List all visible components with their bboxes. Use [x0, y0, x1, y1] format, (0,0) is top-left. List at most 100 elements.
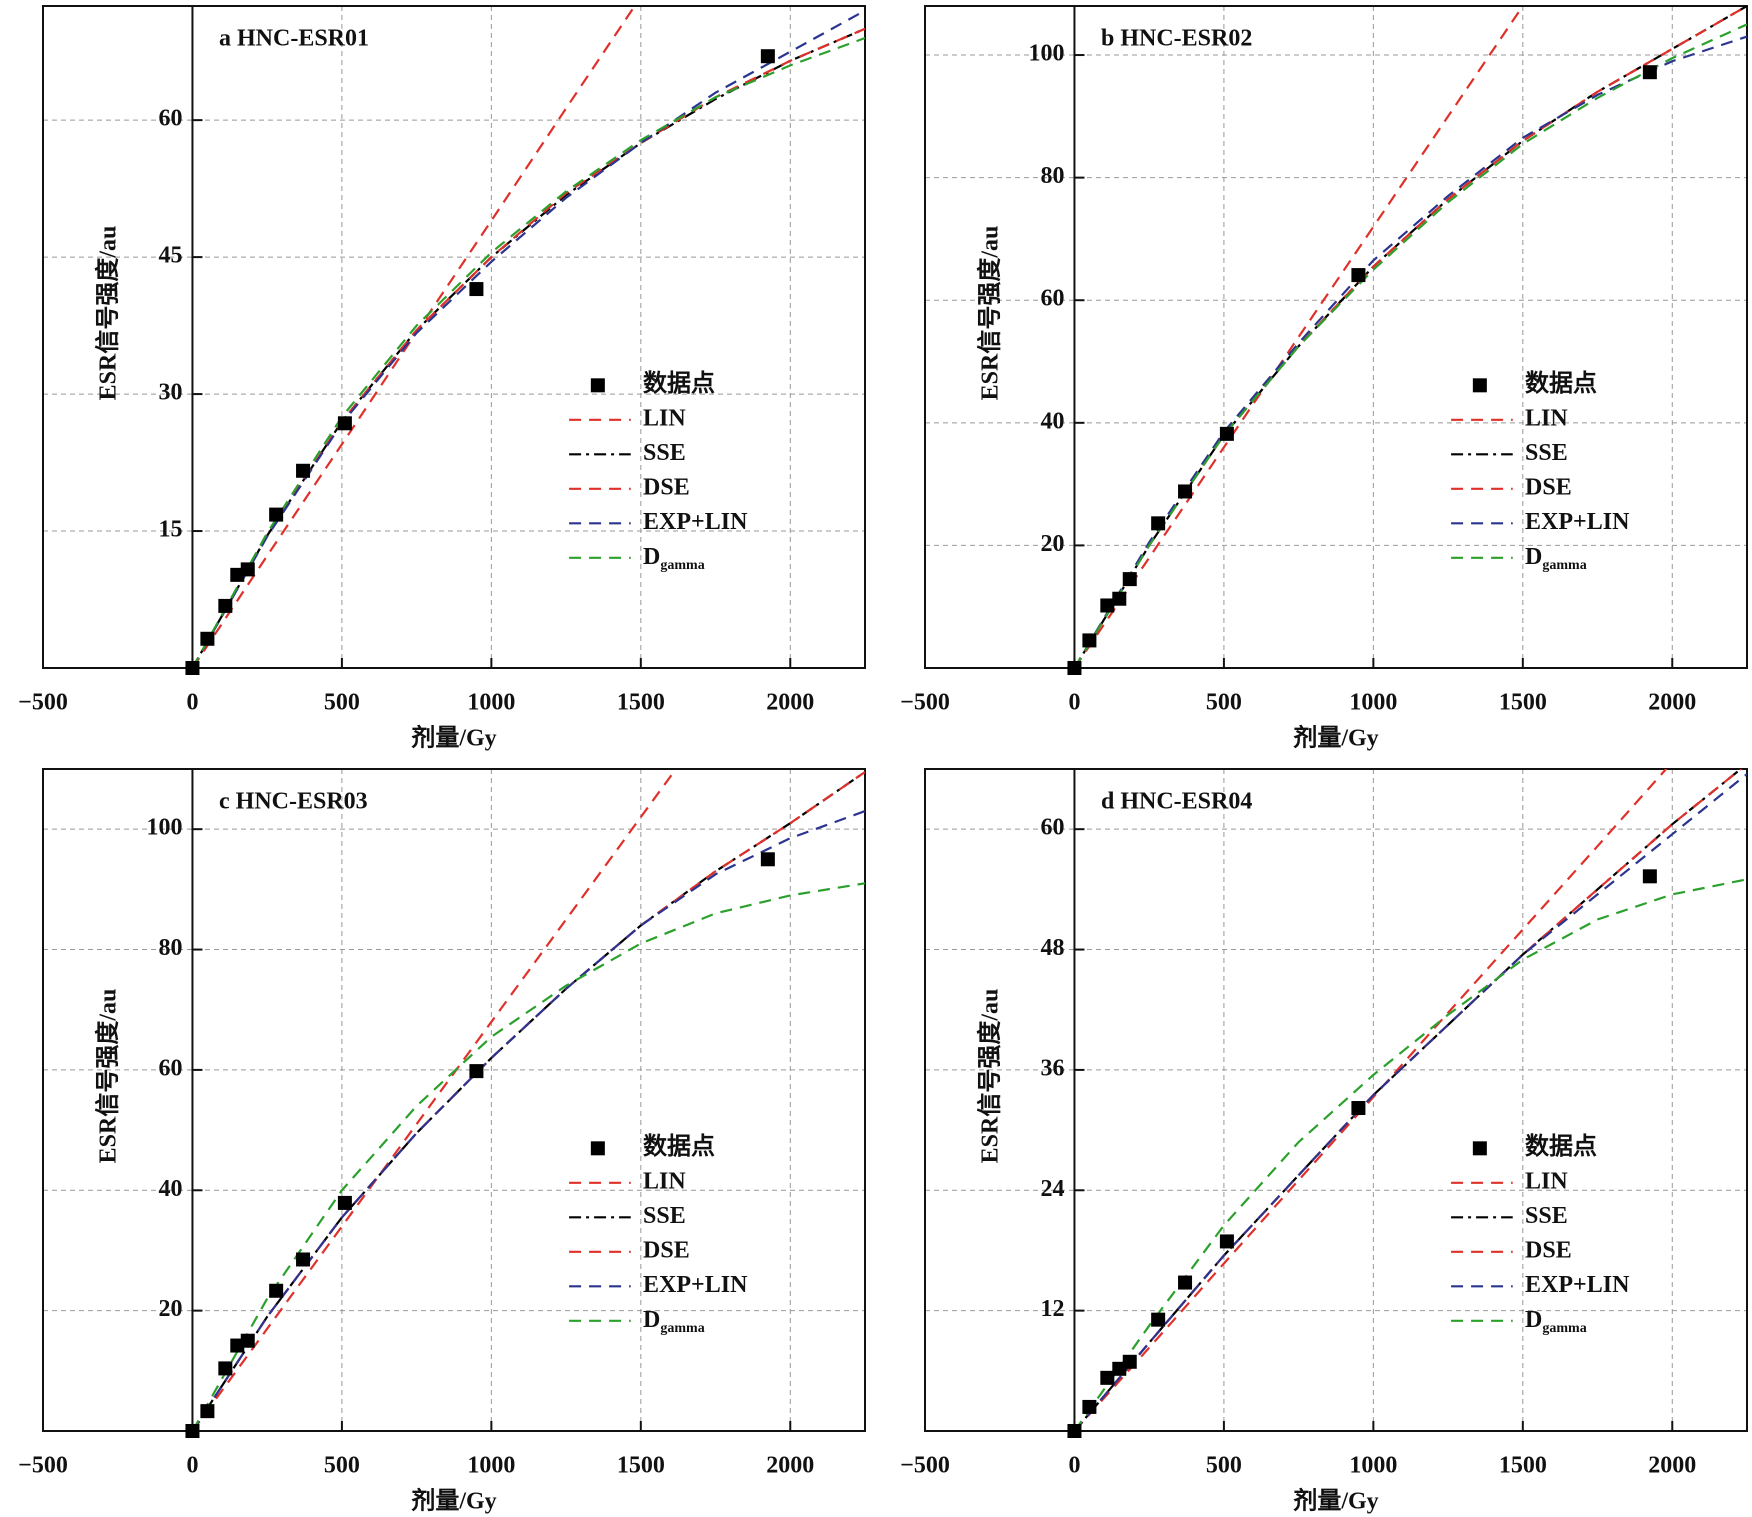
- plot-frame: [924, 768, 1748, 1432]
- legend-label: LIN: [1525, 1168, 1568, 1194]
- y-tick-label: 60: [1040, 286, 1064, 312]
- legend-label-main: D: [1525, 543, 1542, 569]
- y-tick-label: 60: [1040, 815, 1064, 841]
- y-axis-label: ESR信号强度/au: [976, 989, 1004, 1164]
- legend: 数据点 LIN SSE DSE EXP+LIN Dgamma: [569, 1133, 748, 1336]
- panel-title: c HNC-ESR03: [219, 789, 368, 815]
- data-point: [1067, 1424, 1082, 1438]
- x-axis-label: 剂量/Gy: [411, 1487, 496, 1515]
- data-point: [1642, 65, 1657, 80]
- legend-label: DSE: [643, 474, 690, 500]
- x-tick-label: 0: [186, 690, 198, 716]
- curve: [1073, 6, 1525, 668]
- legend-label: DSE: [643, 1237, 690, 1263]
- panel: 15 30 45 60 −500 0 500 1000 1500 2000 a HNC-ESR01 剂…: [18, 5, 866, 752]
- legend-marker: [1472, 1141, 1487, 1156]
- data-point: [185, 661, 200, 675]
- x-tick-label: −500: [900, 1453, 950, 1479]
- x-tick-label: 500: [1206, 690, 1242, 716]
- y-tick-label: 40: [158, 1176, 182, 1202]
- data-point: [218, 1361, 233, 1376]
- x-tick-label: 0: [1068, 1453, 1080, 1479]
- y-axis-label: ESR信号强度/au: [976, 226, 1004, 401]
- legend-label: EXP+LIN: [1525, 509, 1630, 535]
- data-point: [1219, 1234, 1234, 1249]
- legend-marker: [1472, 378, 1487, 393]
- data-point: [185, 1424, 200, 1438]
- curve: [191, 771, 865, 1431]
- legend-label: LIN: [1525, 405, 1568, 431]
- legend-label-sub: gamma: [1542, 1321, 1586, 1336]
- x-tick-label: 1500: [1499, 1453, 1547, 1479]
- legend-label-sub: gamma: [660, 558, 704, 573]
- curve: [1073, 23, 1747, 668]
- data-point: [240, 1333, 255, 1348]
- curves: [191, 769, 865, 1431]
- x-tick-label: 0: [1068, 690, 1080, 716]
- legend-label: SSE: [1525, 440, 1568, 466]
- legend-label: Dgamma: [643, 1306, 705, 1336]
- data-point: [1082, 1399, 1097, 1414]
- x-tick-label: 1000: [1349, 1453, 1397, 1479]
- data-point: [760, 49, 775, 64]
- x-tick-label: 1000: [467, 690, 515, 716]
- legend-label: LIN: [643, 405, 686, 431]
- legend-label: 数据点: [643, 1133, 715, 1160]
- data-point: [1082, 633, 1097, 648]
- panel: 20 40 60 80 100 −500 0 500 1000 1500 2000 b HNC-ESR…: [900, 5, 1748, 752]
- data-point: [1112, 591, 1127, 606]
- y-axis-label: ESR信号强度/au: [94, 226, 122, 401]
- legend-label: SSE: [643, 1203, 686, 1229]
- x-tick-label: 2000: [766, 690, 814, 716]
- panel-title: b HNC-ESR02: [1101, 26, 1252, 52]
- panel: 12 24 36 48 60 −500 0 500 1000 1500 2000 d HNC-ESR0…: [900, 768, 1748, 1515]
- data-point: [240, 562, 255, 577]
- y-tick-label: 60: [158, 106, 182, 132]
- y-tick-label: 60: [158, 1055, 182, 1081]
- data-point: [269, 507, 284, 522]
- y-tick-label: 80: [158, 935, 182, 961]
- data-point: [469, 282, 484, 297]
- y-tick-label: 100: [146, 815, 182, 841]
- legend-label-sub: gamma: [660, 1321, 704, 1336]
- y-tick-label: 20: [158, 1296, 182, 1322]
- legend-label-main: D: [643, 543, 660, 569]
- data-point: [1178, 484, 1193, 499]
- plot-frame: [42, 768, 866, 1432]
- panel-title: d HNC-ESR04: [1101, 789, 1252, 815]
- x-tick-label: 1000: [467, 1453, 515, 1479]
- legend-label: Dgamma: [1525, 543, 1587, 573]
- data-point: [337, 416, 352, 431]
- curve: [191, 36, 865, 668]
- legend-label: LIN: [643, 1168, 686, 1194]
- curve: [191, 6, 637, 668]
- x-tick-label: 1500: [617, 690, 665, 716]
- curve: [1073, 769, 1743, 1431]
- legend: 数据点 LIN SSE DSE EXP+LIN Dgamma: [1451, 1133, 1630, 1336]
- y-tick-label: 30: [158, 380, 182, 406]
- y-tick-label: 40: [1040, 408, 1064, 434]
- x-tick-label: 2000: [1648, 690, 1696, 716]
- x-tick-label: −500: [18, 1453, 68, 1479]
- y-tick-label: 20: [1040, 531, 1064, 557]
- data-point: [469, 1064, 484, 1079]
- y-tick-label: 36: [1040, 1055, 1064, 1081]
- curves: [1073, 769, 1747, 1431]
- data-point: [1100, 598, 1115, 613]
- curve: [191, 9, 865, 668]
- x-tick-label: 2000: [766, 1453, 814, 1479]
- data-point: [200, 1404, 215, 1419]
- legend-label: DSE: [1525, 1237, 1572, 1263]
- curve: [191, 27, 865, 668]
- curve: [191, 769, 678, 1431]
- panel: 20 40 60 80 100 −500 0 500 1000 1500 2000 c HNC-ESR…: [18, 768, 866, 1515]
- legend-label: EXP+LIN: [643, 1272, 748, 1298]
- legend-marker: [590, 1141, 605, 1156]
- data-point: [1219, 426, 1234, 441]
- curve: [1073, 878, 1747, 1431]
- curves: [191, 6, 865, 668]
- data-point: [1178, 1275, 1193, 1290]
- legend-label: 数据点: [643, 370, 715, 397]
- x-axis-label: 剂量/Gy: [411, 724, 496, 752]
- x-tick-label: 500: [324, 1453, 360, 1479]
